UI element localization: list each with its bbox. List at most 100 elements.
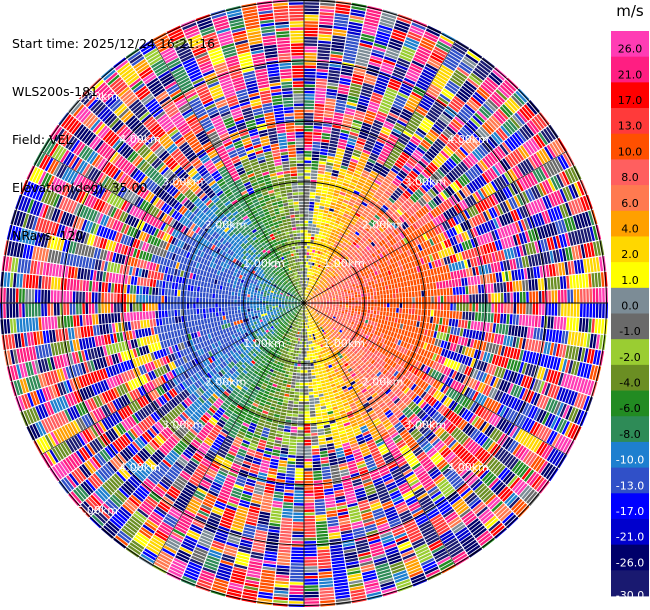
velocity-gate [374, 295, 377, 300]
velocity-gate [309, 195, 315, 199]
velocity-gate [439, 93, 451, 103]
velocity-gate [304, 293, 306, 296]
velocity-gate [406, 297, 409, 303]
velocity-gate [323, 210, 329, 214]
velocity-gate [566, 275, 570, 289]
velocity-gate [312, 151, 320, 155]
velocity-gate [492, 323, 497, 333]
velocity-gate [346, 248, 351, 253]
velocity-gate [358, 46, 372, 52]
velocity-gate [326, 95, 337, 99]
velocity-gate [350, 210, 357, 215]
velocity-gate [330, 134, 340, 138]
velocity-gate [396, 308, 399, 313]
velocity-gate [318, 209, 324, 213]
velocity-gate [329, 208, 335, 212]
velocity-gate [304, 182, 311, 186]
velocity-gate [356, 198, 363, 204]
velocity-gate [304, 24, 318, 28]
velocity-gate [394, 177, 402, 185]
velocity-gate [395, 20, 411, 28]
velocity-gate [433, 282, 437, 290]
velocity-gate [402, 297, 406, 303]
velocity-gate [318, 272, 322, 275]
velocity-gate [393, 26, 408, 33]
velocity-gate [345, 173, 353, 178]
velocity-gate [339, 380, 345, 384]
velocity-gate [309, 249, 313, 253]
velocity-gate [591, 273, 595, 288]
velocity-gate [432, 104, 444, 113]
velocity-gate [330, 300, 333, 302]
velocity-gate [361, 201, 368, 207]
velocity-gate [310, 262, 313, 265]
velocity-gate [326, 243, 330, 248]
velocity-gate [314, 253, 317, 257]
velocity-gate [313, 214, 318, 218]
velocity-gate [461, 278, 465, 286]
velocity-gate [588, 318, 592, 333]
velocity-gate [478, 294, 482, 303]
velocity-gate [319, 151, 328, 156]
velocity-gate [311, 256, 314, 259]
velocity-gate [433, 316, 437, 324]
velocity-gate [338, 254, 342, 258]
velocity-gate [334, 160, 342, 165]
velocity-gate [323, 242, 327, 246]
velocity-gate [476, 65, 489, 76]
velocity-gate [575, 274, 580, 289]
velocity-gate [304, 103, 314, 107]
velocity-gate [332, 196, 338, 200]
velocity-gate [444, 108, 456, 118]
velocity-gate [312, 138, 321, 142]
velocity-gate [371, 196, 379, 203]
velocity-gate [375, 335, 380, 341]
velocity-gate [361, 152, 370, 158]
velocity-gate [428, 57, 442, 67]
velocity-gate [390, 279, 394, 285]
velocity-gate [410, 268, 415, 274]
velocity-gate [422, 139, 432, 148]
velocity-gate [325, 233, 330, 238]
velocity-gate [451, 318, 456, 327]
velocity-gate [441, 273, 445, 281]
velocity-gate [434, 303, 437, 310]
velocity-gate [332, 266, 336, 270]
velocity-gate [373, 310, 377, 315]
velocity-gate [315, 285, 318, 288]
velocity-gate [459, 303, 463, 311]
velocity-gate [304, 128, 313, 132]
velocity-gate [304, 43, 318, 46]
velocity-gate [376, 287, 379, 292]
velocity-gate [352, 241, 357, 246]
velocity-gate [369, 317, 373, 321]
velocity-gate [342, 307, 345, 310]
velocity-gate [389, 170, 397, 177]
velocity-gate [471, 285, 475, 294]
velocity-gate [314, 260, 318, 264]
velocity-gate [387, 280, 391, 285]
velocity-gate [411, 291, 415, 298]
velocity-gate [376, 159, 385, 165]
velocity-gate [310, 243, 314, 246]
velocity-gate [317, 50, 330, 54]
velocity-gate [352, 207, 358, 212]
velocity-gate [387, 84, 399, 91]
velocity-gate [352, 305, 355, 309]
velocity-gate [369, 131, 379, 138]
velocity-gate [355, 212, 361, 218]
velocity-gate [404, 40, 419, 48]
velocity-gate [320, 301, 323, 303]
velocity-gate [421, 303, 425, 310]
velocity-gate [389, 109, 400, 116]
velocity-gate [481, 293, 485, 303]
velocity-gate [332, 365, 337, 370]
velocity-gate [354, 223, 360, 228]
velocity-gate [335, 7, 350, 12]
velocity-gate [444, 273, 448, 281]
velocity-gate [370, 170, 379, 176]
velocity-gate [309, 281, 311, 285]
velocity-gate [392, 180, 400, 187]
velocity-gate [377, 323, 381, 328]
velocity-gate [349, 181, 357, 187]
